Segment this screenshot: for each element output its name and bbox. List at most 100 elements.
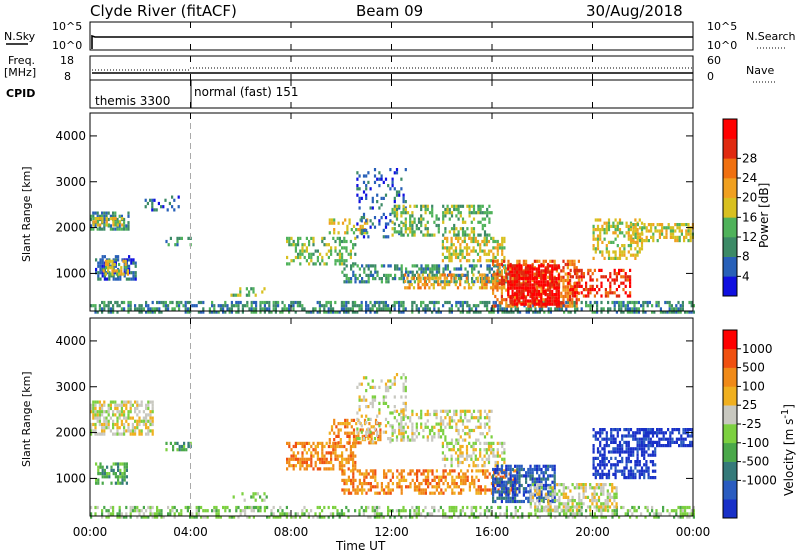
power-cell — [252, 290, 254, 293]
velocity-cell — [451, 488, 453, 491]
power-cell — [141, 304, 143, 307]
power-cell — [603, 307, 605, 310]
power-cell — [541, 307, 543, 310]
power-cell — [299, 262, 301, 265]
power-cell — [651, 304, 653, 307]
power-cell — [451, 246, 453, 249]
velocity-cell — [374, 437, 376, 440]
velocity-cell — [108, 420, 110, 423]
velocity-cell — [405, 386, 407, 389]
velocity-cell — [552, 486, 554, 489]
power-cell — [451, 304, 453, 307]
power-cell — [525, 303, 527, 306]
power-cell — [438, 307, 440, 310]
velocity-cell — [130, 417, 132, 420]
velocity-cell — [507, 468, 509, 471]
power-cell — [438, 271, 440, 274]
power-cell — [626, 225, 628, 228]
power-cell — [193, 304, 195, 307]
power-cell — [374, 174, 376, 177]
velocity-cell — [484, 512, 486, 515]
velocity-cell — [418, 506, 420, 509]
velocity-cell — [403, 386, 405, 389]
power-cell — [114, 228, 116, 231]
velocity-cell — [469, 482, 471, 485]
velocity-cell — [396, 435, 398, 438]
power-cell — [359, 197, 361, 200]
velocity-cell — [442, 512, 444, 515]
nave-tick-bottom: 0 — [707, 70, 714, 83]
velocity-cell — [281, 509, 283, 512]
power-cell — [427, 230, 429, 233]
velocity-cell — [169, 509, 171, 512]
velocity-cell — [374, 386, 376, 389]
velocity-cell — [124, 472, 126, 475]
power-cell — [635, 236, 637, 239]
velocity-cell — [527, 468, 529, 471]
power-cell — [403, 200, 405, 203]
velocity-cell — [460, 512, 462, 515]
velocity-cell — [224, 506, 226, 509]
power-cell — [152, 307, 154, 310]
power-cell — [361, 216, 363, 219]
power-cell — [471, 277, 473, 280]
power-cell — [497, 277, 499, 280]
power-cell — [299, 253, 301, 256]
power-cell — [534, 287, 536, 290]
power-cell — [363, 216, 365, 219]
power-cell — [394, 171, 396, 174]
velocity-cell — [516, 474, 518, 477]
velocity-cell — [108, 426, 110, 429]
velocity-cell — [583, 483, 585, 486]
velocity-cell — [496, 468, 498, 471]
power-cell — [641, 244, 643, 247]
velocity-cell — [152, 433, 154, 436]
velocity-cell — [507, 465, 509, 468]
velocity-cell — [473, 461, 475, 464]
velocity-cell — [442, 423, 444, 426]
power-cell — [612, 231, 614, 234]
power-cell — [574, 294, 576, 297]
velocity-cell — [392, 439, 394, 442]
power-cell — [637, 241, 639, 244]
velocity-cell — [400, 426, 402, 429]
velocity-cell — [418, 416, 420, 419]
velocity-cell — [462, 509, 464, 512]
velocity-cell — [512, 481, 514, 484]
power-cell — [436, 274, 438, 277]
power-cell — [117, 258, 119, 261]
velocity-cell — [550, 509, 552, 512]
velocity-cell — [359, 479, 361, 482]
velocity-cell — [125, 429, 127, 432]
velocity-cell — [398, 472, 400, 475]
power-cell — [455, 256, 457, 259]
velocity-cell — [491, 435, 493, 438]
velocity-cell — [398, 432, 400, 435]
velocity-cell — [353, 419, 355, 422]
velocity-cell — [288, 464, 290, 467]
power-cell — [359, 280, 361, 283]
velocity-cell — [547, 502, 549, 505]
velocity-cell — [479, 451, 481, 454]
velocity-cell — [359, 408, 361, 411]
velocity-cell — [160, 509, 162, 512]
velocity-cell — [180, 512, 182, 515]
velocity-cell — [113, 469, 115, 472]
power-cell — [607, 291, 609, 294]
power-cell — [468, 286, 470, 289]
power-cell — [418, 267, 420, 270]
power-cell — [475, 240, 477, 243]
velocity-cell — [401, 472, 403, 475]
power-cell — [504, 307, 506, 310]
power-cell — [433, 304, 435, 307]
power-cell — [406, 277, 408, 280]
power-cell — [103, 304, 105, 307]
velocity-cell — [363, 395, 365, 398]
power-cell — [597, 225, 599, 228]
velocity-cell — [224, 509, 226, 512]
power-cell — [224, 304, 226, 307]
power-cell — [634, 241, 636, 244]
power-cell — [171, 205, 173, 208]
power-cell — [556, 290, 558, 293]
power-cell — [559, 307, 561, 310]
